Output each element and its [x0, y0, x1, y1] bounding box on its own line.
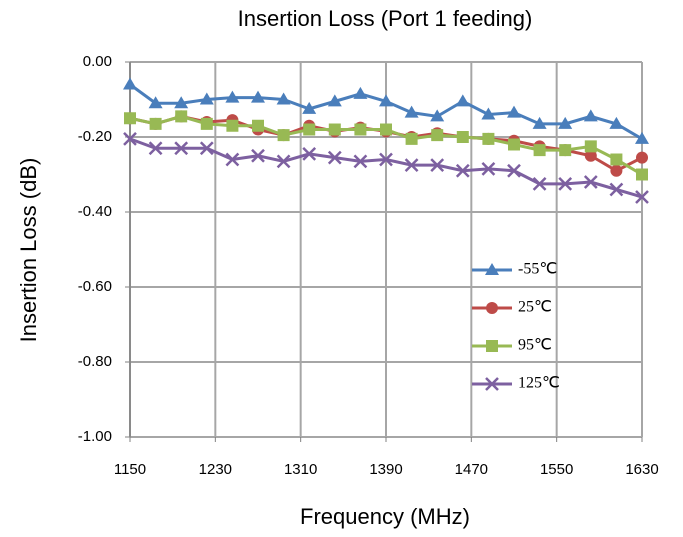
- marker: [302, 101, 317, 114]
- y-tick-label: -0.60: [78, 278, 112, 295]
- marker: [276, 154, 291, 169]
- marker: [379, 94, 393, 107]
- x-tick-label: 1630: [625, 461, 658, 478]
- legend-label: 125℃: [518, 375, 560, 392]
- marker: [559, 144, 572, 157]
- legend-label: -55℃: [518, 261, 557, 278]
- marker: [455, 163, 470, 178]
- x-tick-label: 1150: [114, 461, 146, 478]
- marker: [482, 132, 495, 145]
- marker: [508, 138, 520, 151]
- marker: [251, 148, 265, 163]
- marker: [583, 175, 598, 189]
- marker: [226, 119, 239, 132]
- marker: [353, 154, 368, 169]
- marker: [252, 119, 264, 132]
- marker: [486, 340, 498, 352]
- marker: [430, 109, 445, 122]
- marker: [404, 105, 419, 118]
- legend: -55℃ 25℃ 95℃ 125℃: [472, 261, 560, 392]
- y-axis-label: Insertion Loss (dB): [16, 158, 41, 343]
- marker: [486, 302, 498, 314]
- marker: [380, 123, 392, 136]
- marker: [609, 116, 624, 129]
- marker: [610, 164, 623, 177]
- marker: [225, 90, 240, 103]
- marker: [149, 117, 162, 130]
- marker: [532, 176, 547, 191]
- marker: [636, 168, 648, 181]
- marker: [379, 152, 393, 167]
- x-tick-label: 1390: [369, 461, 402, 478]
- y-tick-label: -0.20: [78, 128, 112, 145]
- marker: [353, 86, 368, 99]
- marker: [302, 146, 317, 161]
- marker: [328, 123, 341, 136]
- marker: [200, 117, 213, 130]
- marker: [485, 377, 499, 391]
- x-axis-label: Frequency (MHz): [300, 504, 470, 529]
- marker: [251, 90, 265, 103]
- marker: [635, 190, 649, 204]
- chart-title: Insertion Loss (Port 1 feeding): [238, 6, 533, 31]
- marker: [584, 140, 597, 153]
- marker: [123, 131, 137, 146]
- marker: [123, 77, 137, 90]
- marker: [276, 92, 291, 105]
- marker: [277, 129, 290, 142]
- marker: [174, 96, 189, 109]
- marker: [124, 112, 136, 125]
- marker: [558, 176, 573, 191]
- marker: [558, 116, 573, 129]
- marker: [481, 107, 496, 120]
- marker: [174, 141, 189, 156]
- marker: [199, 141, 214, 156]
- marker: [584, 149, 597, 162]
- x-tick-label: 1310: [284, 461, 317, 478]
- marker: [533, 144, 546, 157]
- legend-label: 95℃: [518, 337, 552, 354]
- marker: [609, 182, 624, 197]
- marker: [481, 161, 496, 176]
- marker: [636, 151, 648, 164]
- marker: [507, 163, 521, 178]
- marker: [431, 129, 444, 142]
- marker: [327, 150, 342, 165]
- marker: [303, 123, 316, 136]
- marker: [404, 158, 419, 173]
- marker: [583, 109, 598, 122]
- y-tick-label: -1.00: [78, 428, 112, 445]
- marker: [532, 116, 547, 129]
- x-tick-label: 1470: [455, 461, 488, 478]
- marker: [225, 152, 240, 167]
- marker: [148, 96, 163, 109]
- marker: [327, 94, 342, 107]
- y-tick-label: -0.40: [78, 203, 112, 220]
- marker: [456, 131, 469, 143]
- marker: [507, 105, 521, 118]
- marker: [405, 132, 418, 145]
- marker: [148, 141, 163, 156]
- x-tick-label: 1230: [199, 461, 232, 478]
- x-tick-label: 1550: [540, 461, 573, 478]
- y-tick-label: -0.80: [78, 353, 112, 370]
- y-tick-label: 0.00: [83, 53, 112, 70]
- marker: [430, 158, 445, 173]
- marker: [175, 110, 188, 123]
- marker: [199, 92, 214, 105]
- marker: [354, 123, 367, 136]
- marker: [610, 153, 623, 166]
- marker: [635, 131, 649, 144]
- legend-label: 25℃: [518, 299, 552, 316]
- marker: [485, 263, 499, 275]
- marker: [455, 94, 470, 107]
